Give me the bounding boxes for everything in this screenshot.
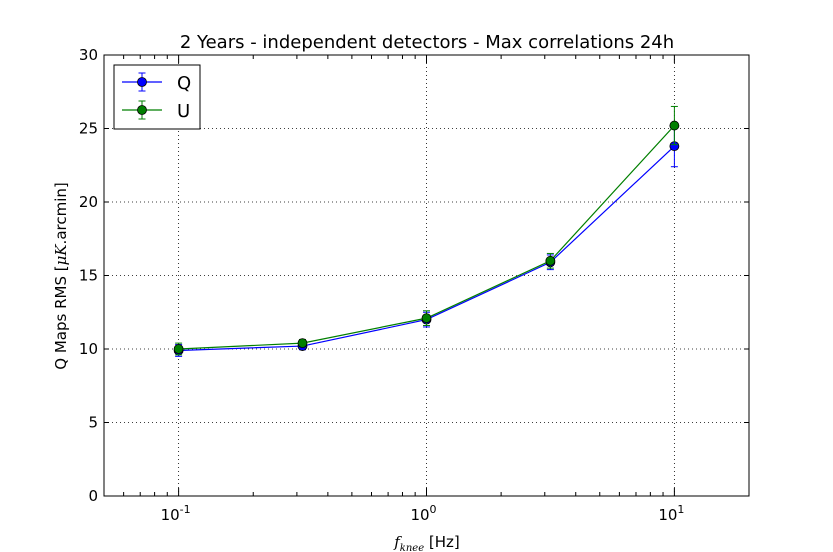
y-tick-label: 30: [79, 46, 98, 64]
x-axis-label-symbol: f: [393, 533, 402, 551]
data-point: [421, 313, 432, 324]
y-axis-label-mu: μK: [52, 244, 70, 266]
y-tick-label: 10: [79, 340, 98, 358]
series-layer: [173, 105, 680, 357]
y-axis-label-text: Q Maps RMS [: [52, 265, 70, 369]
x-tick-label-exponent: -1: [180, 503, 191, 516]
x-tick-label-base: 10: [658, 506, 677, 524]
data-point: [297, 338, 308, 349]
x-tick-label-exponent: 0: [430, 503, 437, 516]
x-tick-label: 101: [658, 503, 684, 524]
data-point: [173, 344, 184, 354]
x-tick-label: 100: [410, 503, 436, 524]
legend: QU: [113, 64, 201, 130]
x-tick-label-base: 10: [161, 506, 180, 524]
y-tick-label: 0: [88, 487, 98, 505]
y-tick-label: 5: [88, 414, 98, 432]
x-axis-label-subscript: knee: [400, 543, 424, 552]
legend-marker: [137, 105, 147, 115]
legend-label: Q: [177, 73, 191, 94]
legend-marker: [137, 77, 147, 87]
data-point: [545, 255, 556, 266]
y-tick-label: 15: [79, 267, 98, 285]
series-u: [173, 105, 680, 356]
legend-box: [113, 64, 201, 130]
y-tick-label: 25: [79, 120, 98, 138]
x-axis-label-unit: [Hz]: [424, 533, 460, 551]
legend-label: U: [177, 101, 190, 122]
y-tick-label: 20: [79, 193, 98, 211]
y-axis-label: Q Maps RMS [μK.arcmin]: [52, 182, 70, 369]
chart-title: 2 Years - independent detectors - Max co…: [180, 32, 674, 53]
x-tick-label-exponent: 1: [677, 503, 684, 516]
x-axis-label: fknee [Hz]: [393, 533, 460, 552]
y-axis-label-tail: .arcmin]: [52, 182, 70, 244]
x-tick-label: 10-1: [161, 503, 191, 524]
data-point: [669, 120, 680, 131]
x-tick-label-base: 10: [410, 506, 429, 524]
grid: [104, 55, 749, 496]
